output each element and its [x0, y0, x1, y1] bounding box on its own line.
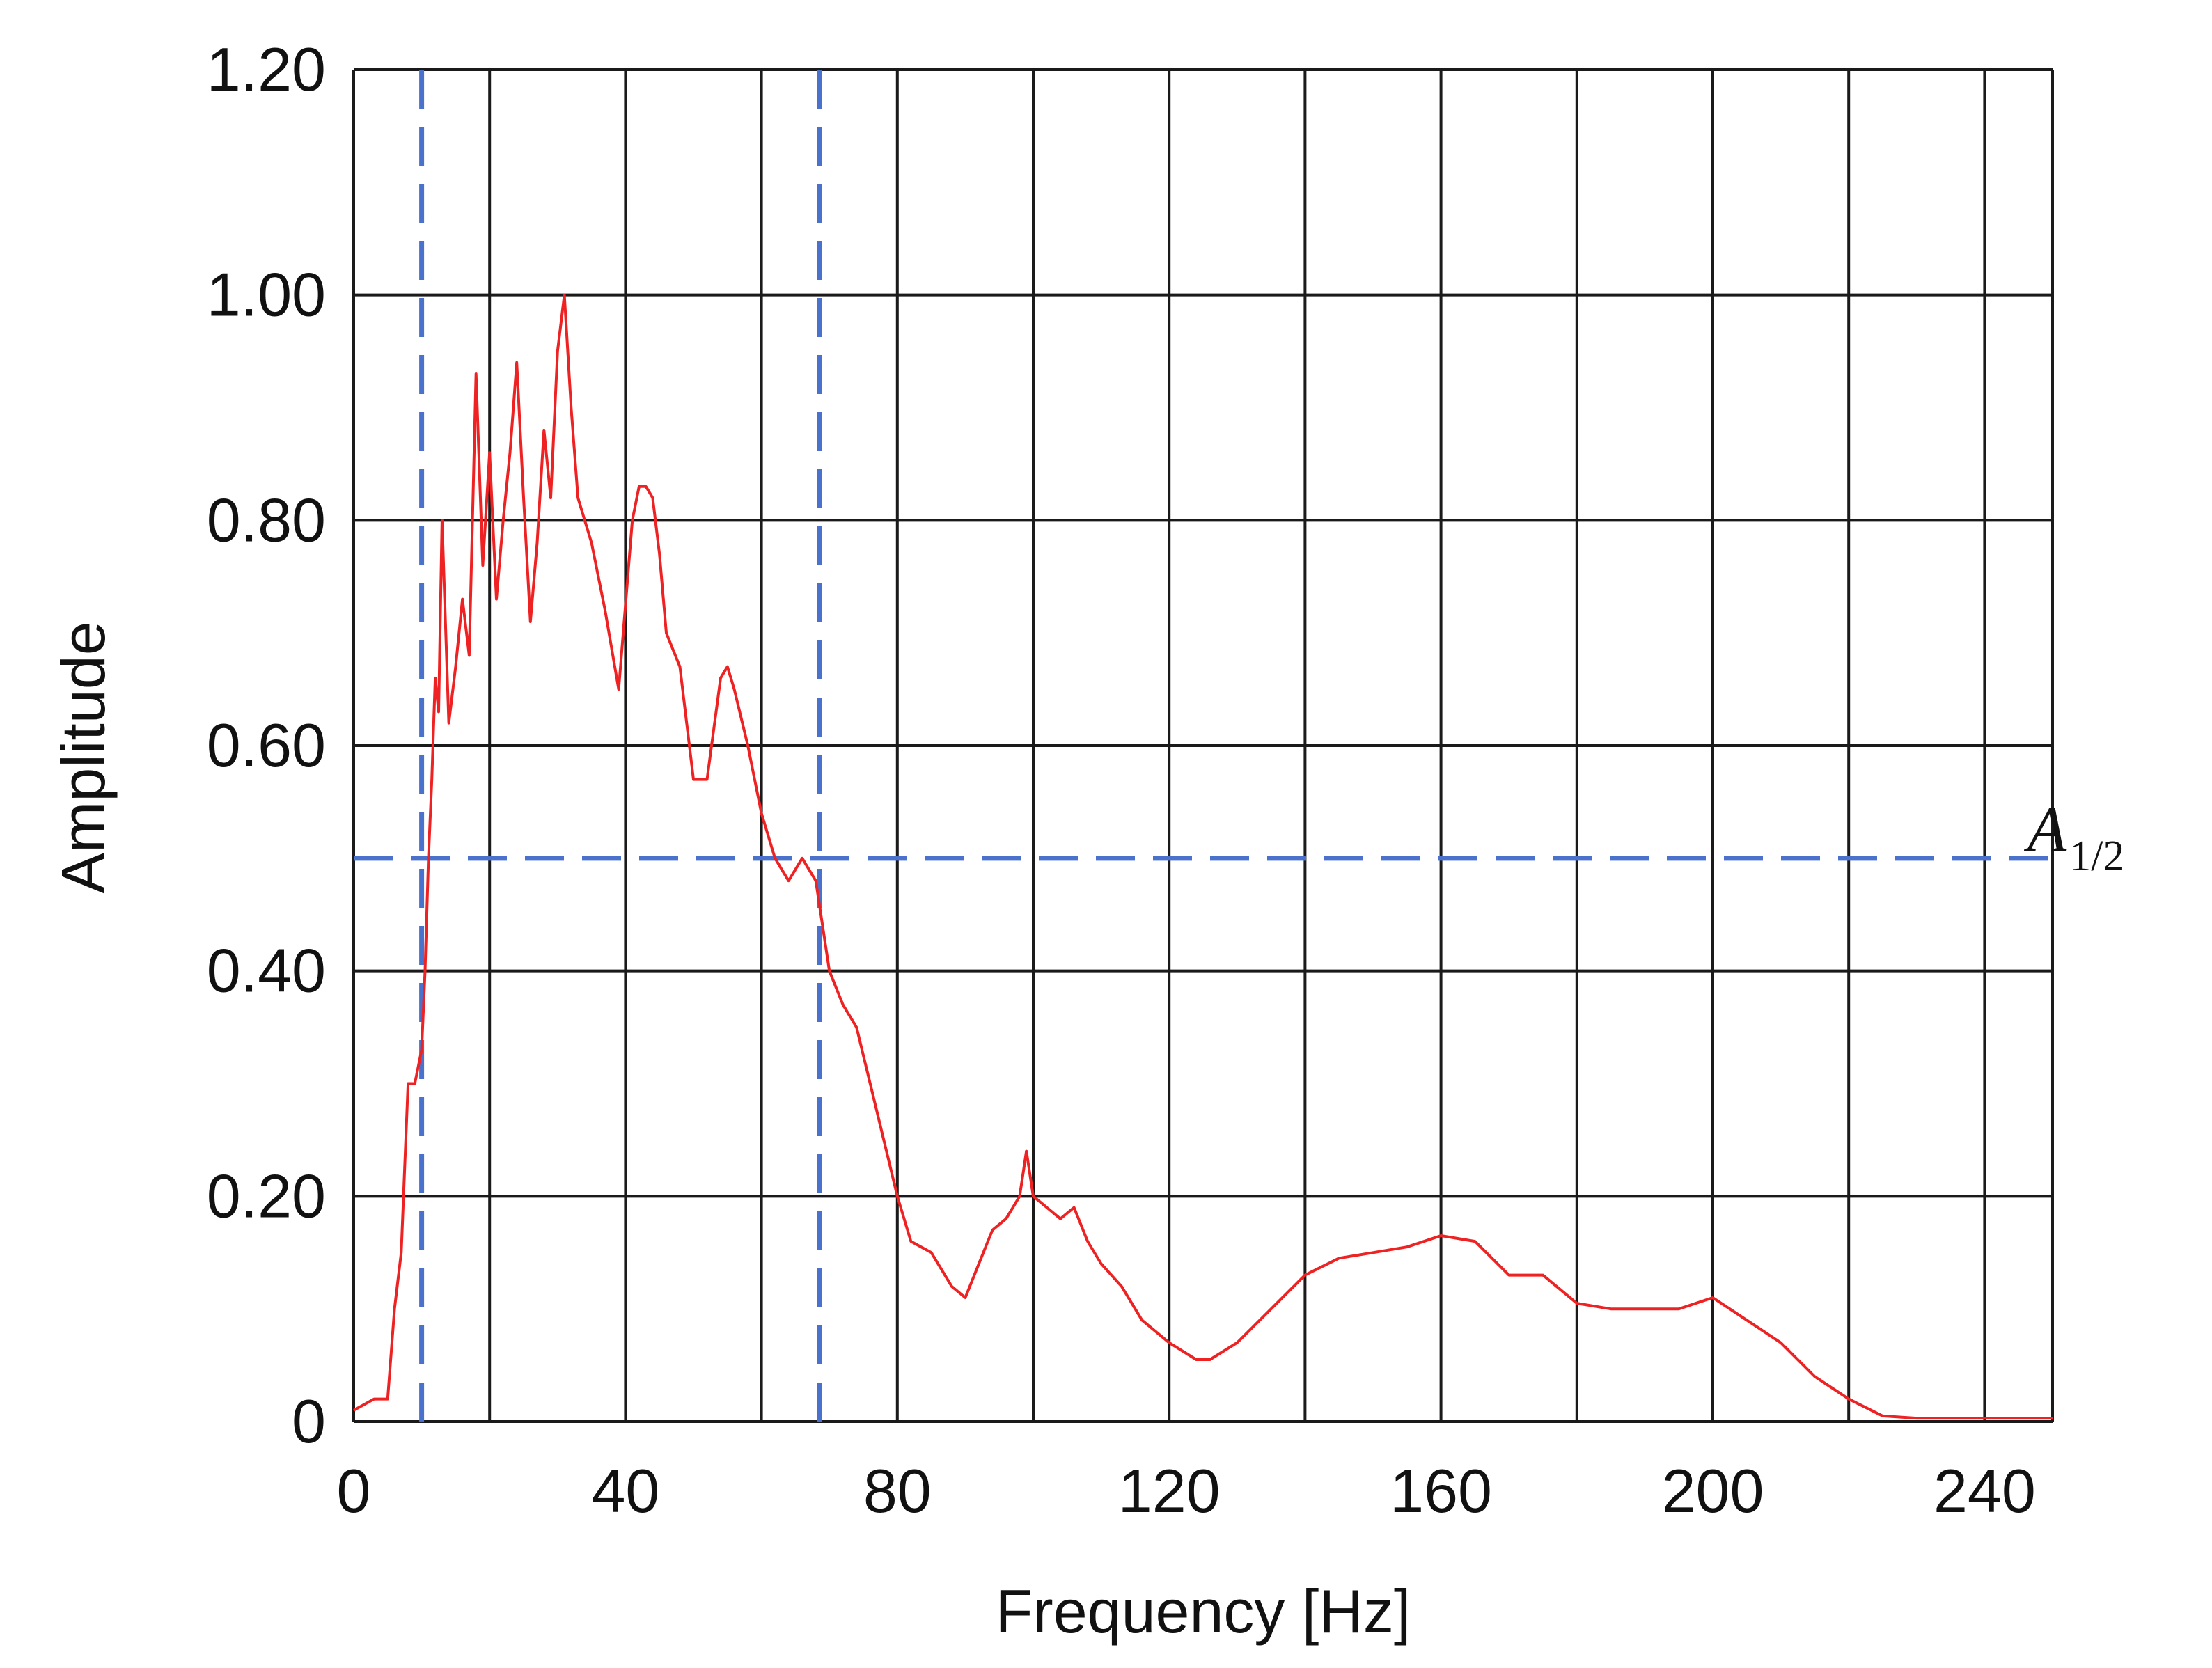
- y-tick-label: 1.20: [207, 35, 326, 104]
- x-tick-label: 120: [1118, 1456, 1221, 1525]
- x-tick-label: 40: [591, 1456, 659, 1525]
- half-amplitude-label: A 1/2: [2023, 794, 2124, 880]
- y-tick-label: 0.60: [207, 711, 326, 780]
- x-tick-label: 200: [1662, 1456, 1764, 1525]
- spectrum-line: [353, 293, 2053, 1420]
- plot-area: [352, 68, 2054, 1423]
- x-axis-title: Frequency [Hz]: [996, 1577, 1411, 1646]
- y-tick-label: 0.40: [207, 936, 326, 1005]
- x-tick-label: 240: [1933, 1456, 2036, 1525]
- y-tick-label: 0: [292, 1387, 326, 1456]
- y-tick-label: 1.00: [207, 260, 326, 329]
- y-tick-label: 0.20: [207, 1161, 326, 1230]
- y-tick-labels: 0 0.20 0.40 0.60 0.80 1.00 1.20: [207, 35, 326, 1456]
- x-tick-label: 80: [863, 1456, 932, 1525]
- y-axis-title: Amplitude: [49, 621, 118, 893]
- half-amplitude-label-main: A: [2023, 794, 2067, 865]
- half-amplitude-label-sub: 1/2: [2069, 833, 2124, 880]
- y-tick-label: 0.80: [207, 485, 326, 554]
- x-tick-label: 0: [337, 1456, 371, 1525]
- x-tick-labels: 0 40 80 120 160 200 240: [337, 1456, 2036, 1525]
- x-tick-label: 160: [1390, 1456, 1492, 1525]
